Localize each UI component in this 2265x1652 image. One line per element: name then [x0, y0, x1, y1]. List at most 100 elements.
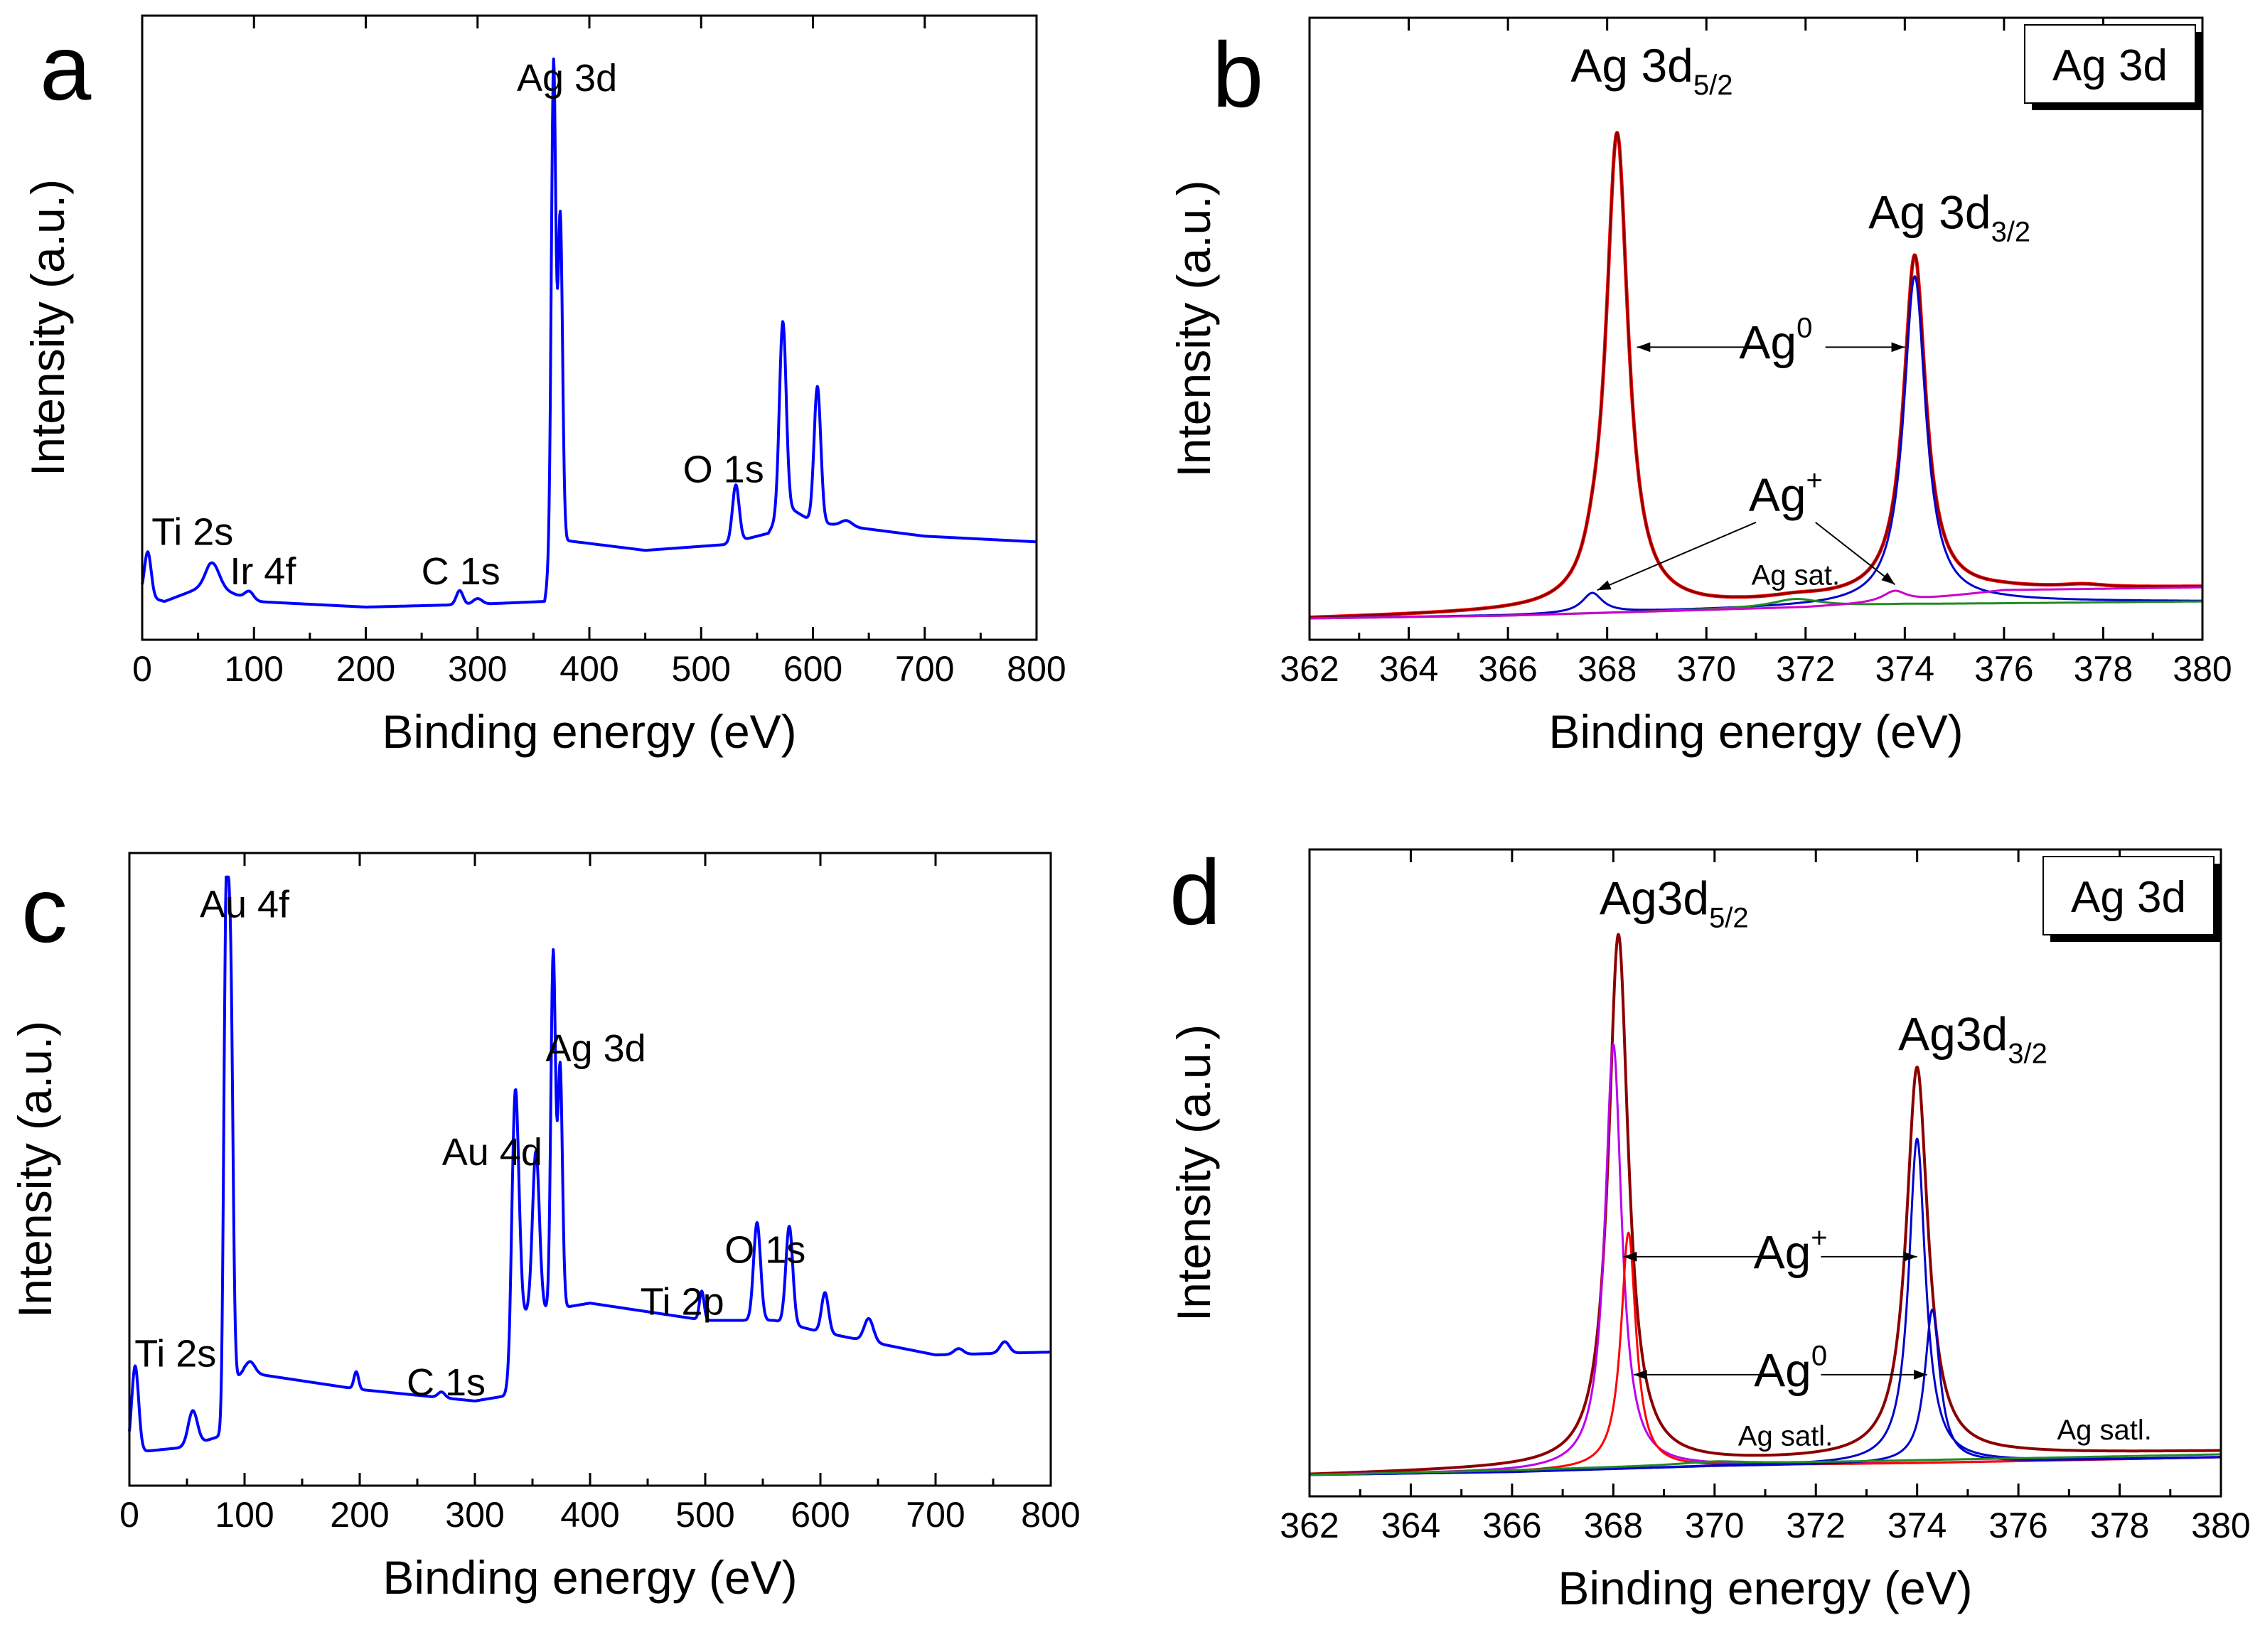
x-tick-label: 368 [1584, 1506, 1643, 1545]
x-tick-label: 200 [330, 1495, 389, 1535]
panel-letter-d: d [1169, 840, 1221, 944]
plot-frame [128, 852, 1052, 1487]
y-axis-label: Intensity (a.u.) [1167, 1024, 1220, 1321]
legend-box [2042, 856, 2215, 935]
legend-label: Ag 3d [2052, 41, 2168, 90]
arrow-head [1633, 1370, 1647, 1380]
x-tick-label: 100 [225, 649, 284, 689]
panel-letter-a: a [40, 16, 92, 119]
x-tick-label: 378 [2090, 1506, 2149, 1545]
x-tick-label: 374 [1875, 649, 1934, 689]
x-tick-label: 376 [1988, 1506, 2047, 1545]
x-tick-label: 374 [1888, 1506, 1947, 1545]
x-tick-label: 700 [895, 649, 954, 689]
y-axis-label: Intensity (a.u.) [21, 179, 74, 476]
peak-label: Ag satl. [1738, 1421, 1833, 1452]
peak-label: O 1s [724, 1229, 805, 1272]
x-tick-label: 364 [1381, 1506, 1440, 1545]
x-tick-label: 0 [119, 1495, 139, 1535]
peak-label: Ag+ [1749, 465, 1823, 521]
chart-panel-c: 0 100 200 300 400 500 600 700 800 Binding energy … [9, 852, 1081, 1604]
peak-label: Ir 4f [230, 550, 296, 593]
x-tick-label: 400 [560, 1495, 619, 1535]
peak-label: O 1s [683, 448, 764, 490]
x-tick-label: 700 [906, 1495, 965, 1535]
x-tick-label: 378 [2074, 649, 2133, 689]
label-subscript: 3/2 [2008, 1038, 2047, 1069]
legend-label: Ag 3d [2071, 873, 2186, 922]
x-tick-label: 600 [783, 649, 842, 689]
peak-label: Ti 2s [151, 510, 233, 553]
x-tick-label: 366 [1482, 1506, 1541, 1545]
x-tick-label: 366 [1478, 649, 1537, 689]
arrow-head [1891, 342, 1905, 353]
plot-frame [1308, 848, 2222, 1498]
x-axis-label: Binding energy (eV) [382, 1551, 797, 1604]
series-line-1 [141, 57, 1038, 608]
x-tick-label: 300 [448, 649, 507, 689]
peak-label: Ti 2s [134, 1332, 216, 1375]
series-line-2 [1308, 933, 2222, 1476]
label-subscript: 5/2 [1693, 70, 1733, 101]
legend-box [2024, 24, 2196, 104]
peak-label: Ag sat. [1752, 559, 1841, 591]
x-tick-label: 362 [1280, 1506, 1339, 1545]
panel-letter-b: b [1212, 23, 1263, 127]
x-tick-label: 100 [215, 1495, 274, 1535]
label-subscript: 5/2 [1709, 903, 1749, 934]
chart-panel-d: 362 364 366 368 370 372 374 376 378 380 Binding en… [1167, 848, 2251, 1614]
chart-panel-b: 362 364 366 368 370 372 374 376 378 380 Binding en… [1167, 16, 2232, 758]
x-tick-label: 370 [1685, 1506, 1744, 1545]
annotation-arrow [1815, 522, 1895, 586]
arrow-head [1903, 1252, 1917, 1262]
x-tick-label: 368 [1578, 649, 1637, 689]
label-superscript: + [1811, 1223, 1827, 1254]
peak-label: C 1s [407, 1361, 486, 1404]
x-tick-label: 400 [559, 649, 619, 689]
panel-letter-c: c [21, 858, 68, 962]
peak-label: Ag3d5/2 [1600, 872, 1749, 934]
label-superscript: + [1806, 465, 1823, 496]
chart-panel-a: 0 100 200 300 400 500 600 700 800 Binding energy … [21, 14, 1066, 758]
x-tick-label: 300 [445, 1495, 504, 1535]
y-axis-label: Intensity (a.u.) [9, 1021, 61, 1318]
arrow-head [1881, 572, 1895, 585]
series-line-2 [1309, 132, 2203, 618]
peak-label: Ag3d3/2 [1898, 1007, 2047, 1069]
x-axis-label: Binding energy (eV) [1548, 705, 1963, 758]
peak-label: Ag 3d5/2 [1570, 39, 1733, 101]
x-tick-label: 800 [1007, 649, 1066, 689]
x-axis-label: Binding energy (eV) [382, 705, 796, 758]
peak-label: Ag0 [1754, 1341, 1827, 1397]
x-tick-label: 500 [672, 649, 731, 689]
series-line-5 [1309, 586, 2203, 620]
series-line-7 [1309, 1453, 2222, 1476]
x-tick-label: 200 [336, 649, 395, 689]
plot-frame [141, 14, 1038, 641]
x-tick-label: 380 [2191, 1506, 2250, 1545]
x-tick-label: 500 [675, 1495, 734, 1535]
label-subscript: 3/2 [1991, 216, 2031, 247]
x-tick-label: 380 [2173, 649, 2232, 689]
x-tick-label: 372 [1787, 1506, 1846, 1545]
peak-label: Au 4d [442, 1131, 542, 1174]
peak-label: Ti 2p [641, 1280, 724, 1323]
peak-label: Ag satl. [2057, 1415, 2151, 1446]
series-line-1 [128, 875, 1052, 1453]
arrow-head [1637, 342, 1651, 353]
x-tick-label: 364 [1379, 649, 1438, 689]
x-axis-label: Binding energy (eV) [1558, 1562, 1972, 1614]
peak-label: Ag0 [1739, 312, 1812, 368]
series-line-1 [1308, 131, 2204, 619]
y-axis-label: Intensity (a.u.) [1167, 180, 1220, 477]
label-superscript: 0 [1811, 1341, 1827, 1372]
arrow-head [1597, 580, 1612, 591]
peak-label: Ag 3d [546, 1027, 646, 1070]
x-tick-label: 362 [1280, 649, 1339, 689]
x-tick-label: 800 [1021, 1495, 1080, 1535]
x-tick-label: 376 [1974, 649, 2033, 689]
peak-label: Au 4f [200, 884, 290, 926]
annotation-arrow [1597, 521, 1757, 591]
arrow-head [1623, 1252, 1637, 1262]
